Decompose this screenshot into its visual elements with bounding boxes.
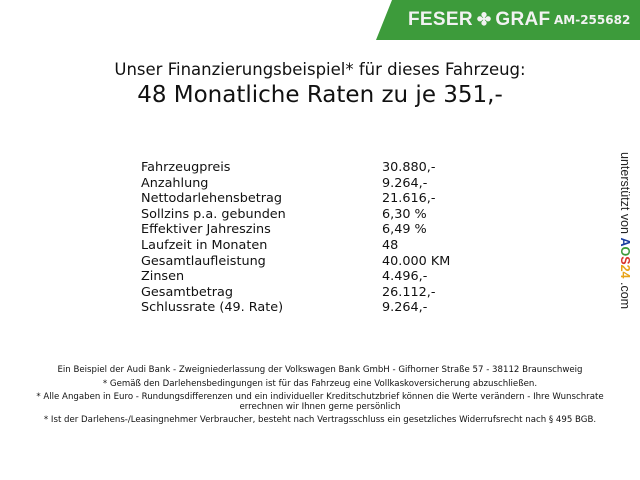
clover-icon: ✤ <box>476 10 492 29</box>
row-label: Gesamtlaufleistung <box>141 253 266 269</box>
brand-name-2: GRAF <box>495 9 551 30</box>
vehicle-code: AM-255682 <box>554 13 631 27</box>
row-label: Laufzeit in Monaten <box>141 237 268 253</box>
row-value: 40.000 KM <box>382 253 451 269</box>
row-label: Effektiver Jahreszins <box>141 222 271 238</box>
supported-by-aos24: unterstützt von AOS24 .com <box>618 152 632 309</box>
row-label: Sollzins p.a. gebunden <box>141 206 286 222</box>
row-label: Fahrzeugpreis <box>141 160 231 175</box>
aos24-logo-24: 24 <box>618 264 632 279</box>
row-label: Schlussrate (49. Rate) <box>141 300 284 316</box>
brand-name-1: FESER <box>408 9 473 30</box>
footer-disclaimer: Ein Beispiel der Audi Bank - Zweignieder… <box>20 365 620 430</box>
footer-note: * Ist der Darlehens-/Leasingnehmer Verbr… <box>43 415 597 426</box>
title-line-1: Unser Finanzierungsbeispiel* für dieses … <box>114 60 526 79</box>
footer-note: * Alle Angaben in Euro - Rundungsdiffere… <box>36 392 604 412</box>
supported-by-text: unterstützt von <box>618 152 632 234</box>
row-value: 9.264,- <box>382 175 428 191</box>
row-label: Nettodarlehensbetrag <box>141 191 282 207</box>
row-value: 26.112,- <box>382 284 436 300</box>
row-label: Gesamtbetrag <box>141 284 234 300</box>
aos24-logo-s: S <box>618 256 632 265</box>
brand-banner <box>376 0 640 40</box>
row-value: 48 <box>382 237 399 253</box>
aos24-logo-o: O <box>618 246 632 257</box>
row-value: 6,49 % <box>382 222 427 238</box>
row-value: 4.496,- <box>382 269 428 285</box>
row-label: Zinsen <box>141 269 185 285</box>
row-value: 30.880,- <box>382 160 436 175</box>
brand-logo: FESER ✤ GRAF <box>408 9 550 31</box>
row-value: 21.616,- <box>382 191 436 207</box>
footer-note: * Gemäß den Darlehensbedingungen ist für… <box>102 378 538 389</box>
row-value: 6,30 % <box>382 206 427 222</box>
aos24-domain: .com <box>618 281 632 310</box>
footer-bank-info: Ein Beispiel der Audi Bank - Zweignieder… <box>57 365 583 375</box>
row-value: 9.264,- <box>382 300 428 316</box>
aos24-logo-a: A <box>618 237 632 247</box>
row-label: Anzahlung <box>141 175 209 191</box>
title-line-2: 48 Monatliche Raten zu je 351,- <box>137 82 503 108</box>
